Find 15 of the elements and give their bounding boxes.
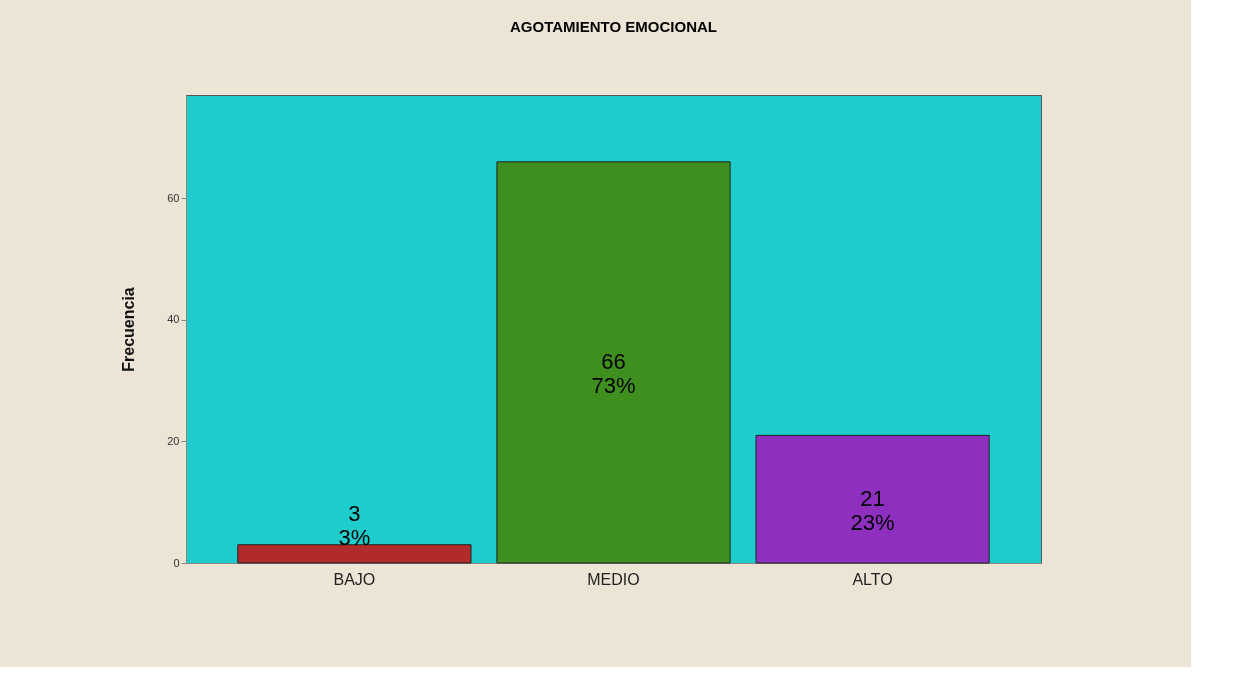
y-tick-label: 40 (167, 313, 180, 326)
x-tick-label: BAJO (333, 570, 376, 588)
y-tick-label: 60 (167, 191, 180, 204)
bar (755, 434, 990, 564)
y-axis-title: Frecuencia (120, 287, 138, 372)
data-label: 21 23% (850, 486, 895, 536)
y-tick-label: 20 (167, 434, 180, 447)
bar (496, 161, 731, 564)
data-label: 3 3% (338, 501, 371, 551)
x-tick-label: ALTO (852, 570, 893, 588)
y-tick-label: 0 (173, 556, 180, 569)
x-tick-label: MEDIO (587, 570, 640, 588)
chart-title: AGOTAMIENTO EMOCIONAL (510, 18, 717, 35)
data-label: 66 73% (591, 349, 636, 399)
bar (237, 544, 472, 564)
